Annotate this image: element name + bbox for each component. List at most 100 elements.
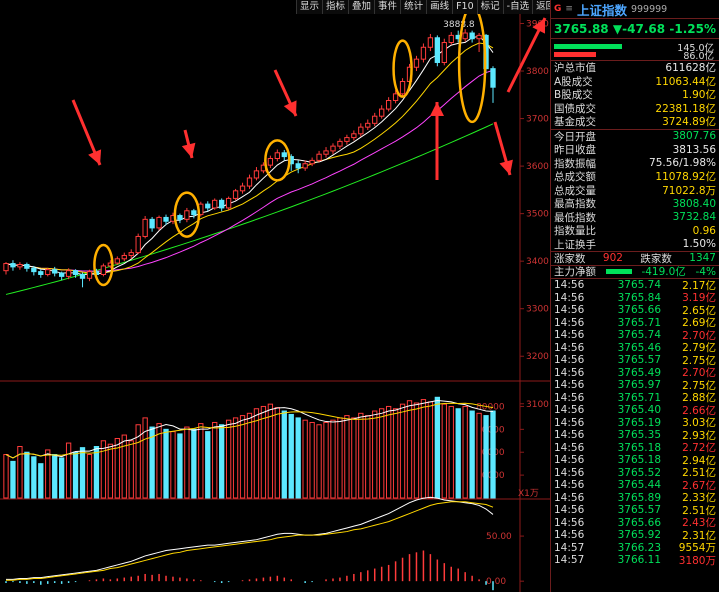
candle: [399, 78, 406, 96]
volume-bar: [225, 419, 232, 499]
volume-bar: [128, 440, 134, 499]
toolbar-button-4[interactable]: 统计: [400, 0, 427, 14]
candle-body: [385, 100, 392, 110]
index-stat-value: 75.56/1.98%: [649, 157, 716, 170]
advance-decline-row: 涨家数 902 跌家数 1347: [551, 251, 719, 265]
tick-row: 14:56 3765.74 2.17亿: [551, 279, 719, 292]
tick-volume: 2.70亿: [682, 367, 716, 380]
tick-price: 3766.11: [617, 554, 661, 567]
candle-body: [365, 122, 371, 128]
tick-price: 3765.35: [617, 429, 661, 442]
menu-icon[interactable]: ≡: [565, 4, 573, 14]
toolbar-button-5[interactable]: 画线: [426, 0, 453, 14]
tick-volume: 2.94亿: [682, 454, 716, 467]
index-stat-label: 指数量比: [554, 225, 596, 238]
tick-volume: 2.33亿: [682, 492, 716, 505]
candle-body: [372, 115, 378, 124]
candle: [365, 119, 371, 130]
candle-body: [128, 252, 134, 256]
candle: [59, 271, 65, 281]
volume-bar: [24, 451, 30, 499]
candle-body: [462, 32, 468, 40]
volume-bar: [392, 408, 399, 499]
tick-volume: 2.93亿: [682, 429, 716, 442]
toolbar-button-6[interactable]: F10: [452, 0, 477, 14]
candle: [205, 201, 211, 212]
up-count-label: 涨家数: [554, 252, 586, 265]
volume-bar: [246, 412, 253, 499]
candle: [330, 143, 336, 155]
tick-time: 14:56: [554, 379, 585, 392]
tick-price: 3765.71: [617, 316, 661, 329]
price-tick-label: 3800: [526, 67, 549, 77]
candle: [100, 263, 107, 277]
market-stat-row: B股成交 1.90亿: [551, 88, 719, 102]
price-tick-label: 3600: [526, 162, 549, 172]
volume-bar: [483, 415, 489, 499]
candle: [17, 262, 23, 270]
candle: [295, 160, 301, 174]
tick-time: 14:56: [554, 341, 585, 354]
candle: [142, 216, 148, 239]
index-stat-row: 今日开盘 3807.76: [551, 130, 719, 144]
tick-price: 3765.52: [617, 466, 661, 479]
candle: [351, 130, 357, 141]
candle: [337, 138, 343, 149]
volume-bar: [191, 428, 197, 499]
group-tag[interactable]: G: [554, 4, 562, 14]
candle-body: [330, 145, 336, 152]
market-stat-label: 沪总市值: [554, 62, 596, 75]
toolbar-button-0[interactable]: 显示: [296, 0, 323, 14]
toolbar-button-9[interactable]: 返回: [532, 0, 550, 14]
kline-chart-panel[interactable]: 3900380037003600350034003300320031003888…: [0, 0, 550, 592]
kline-chart-svg[interactable]: 3900380037003600350034003300320031003888…: [0, 0, 550, 592]
market-stat-row: 基金成交 3724.89亿: [551, 115, 719, 129]
candle-body: [267, 157, 274, 166]
candle-body: [65, 270, 72, 277]
candle: [79, 272, 86, 288]
tick-price: 3765.97: [617, 379, 661, 392]
volume-bar: [281, 410, 287, 499]
tick-price: 3765.66: [617, 304, 661, 317]
volume-bar: [344, 415, 350, 499]
tick-list[interactable]: 14:56 3765.74 2.17亿 14:56 3765.84 3.19亿 14:56 3…: [551, 278, 719, 567]
volume-bar: [239, 415, 246, 499]
tick-row: 14:56 3765.92 2.31亿: [551, 529, 719, 542]
toolbar-button-1[interactable]: 指标: [322, 0, 349, 14]
candle: [476, 33, 482, 53]
highlight-ellipse: [173, 191, 201, 238]
candle-body: [219, 199, 225, 209]
toolbar-button-2[interactable]: 叠加: [348, 0, 375, 14]
volume-bar: [413, 402, 420, 499]
tick-time: 14:56: [554, 279, 585, 292]
index-stat-label: 今日开盘: [554, 130, 596, 143]
volume-bar: [205, 431, 211, 499]
candle: [302, 160, 308, 171]
candle-body: [121, 254, 127, 260]
tick-row: 14:56 3765.49 2.70亿: [551, 367, 719, 380]
candle-body: [177, 215, 183, 220]
candle: [469, 30, 475, 43]
macd-dif-line: [6, 496, 494, 580]
candle: [420, 43, 427, 63]
tick-volume: 2.67亿: [682, 479, 716, 492]
toolbar-button-8[interactable]: -自选: [502, 0, 533, 14]
volume-bar: [156, 423, 162, 499]
candle-body: [351, 133, 357, 139]
candle-body: [490, 68, 496, 88]
candle-body: [232, 190, 239, 199]
tick-time: 14:56: [554, 366, 585, 379]
tick-price: 3765.19: [617, 416, 661, 429]
candle-body: [316, 153, 322, 161]
tick-price: 3765.49: [617, 366, 661, 379]
index-stat-label: 指数振幅: [554, 157, 596, 170]
highlight-ellipse: [93, 243, 114, 287]
candle: [156, 215, 162, 231]
macd-dea-line: [6, 501, 494, 581]
candle: [434, 35, 440, 67]
volume-bar: [86, 454, 93, 499]
toolbar-button-7[interactable]: 标记: [476, 0, 503, 14]
candle-body: [323, 150, 329, 155]
annotation-arrow: [506, 17, 547, 93]
toolbar-button-3[interactable]: 事件: [374, 0, 401, 14]
